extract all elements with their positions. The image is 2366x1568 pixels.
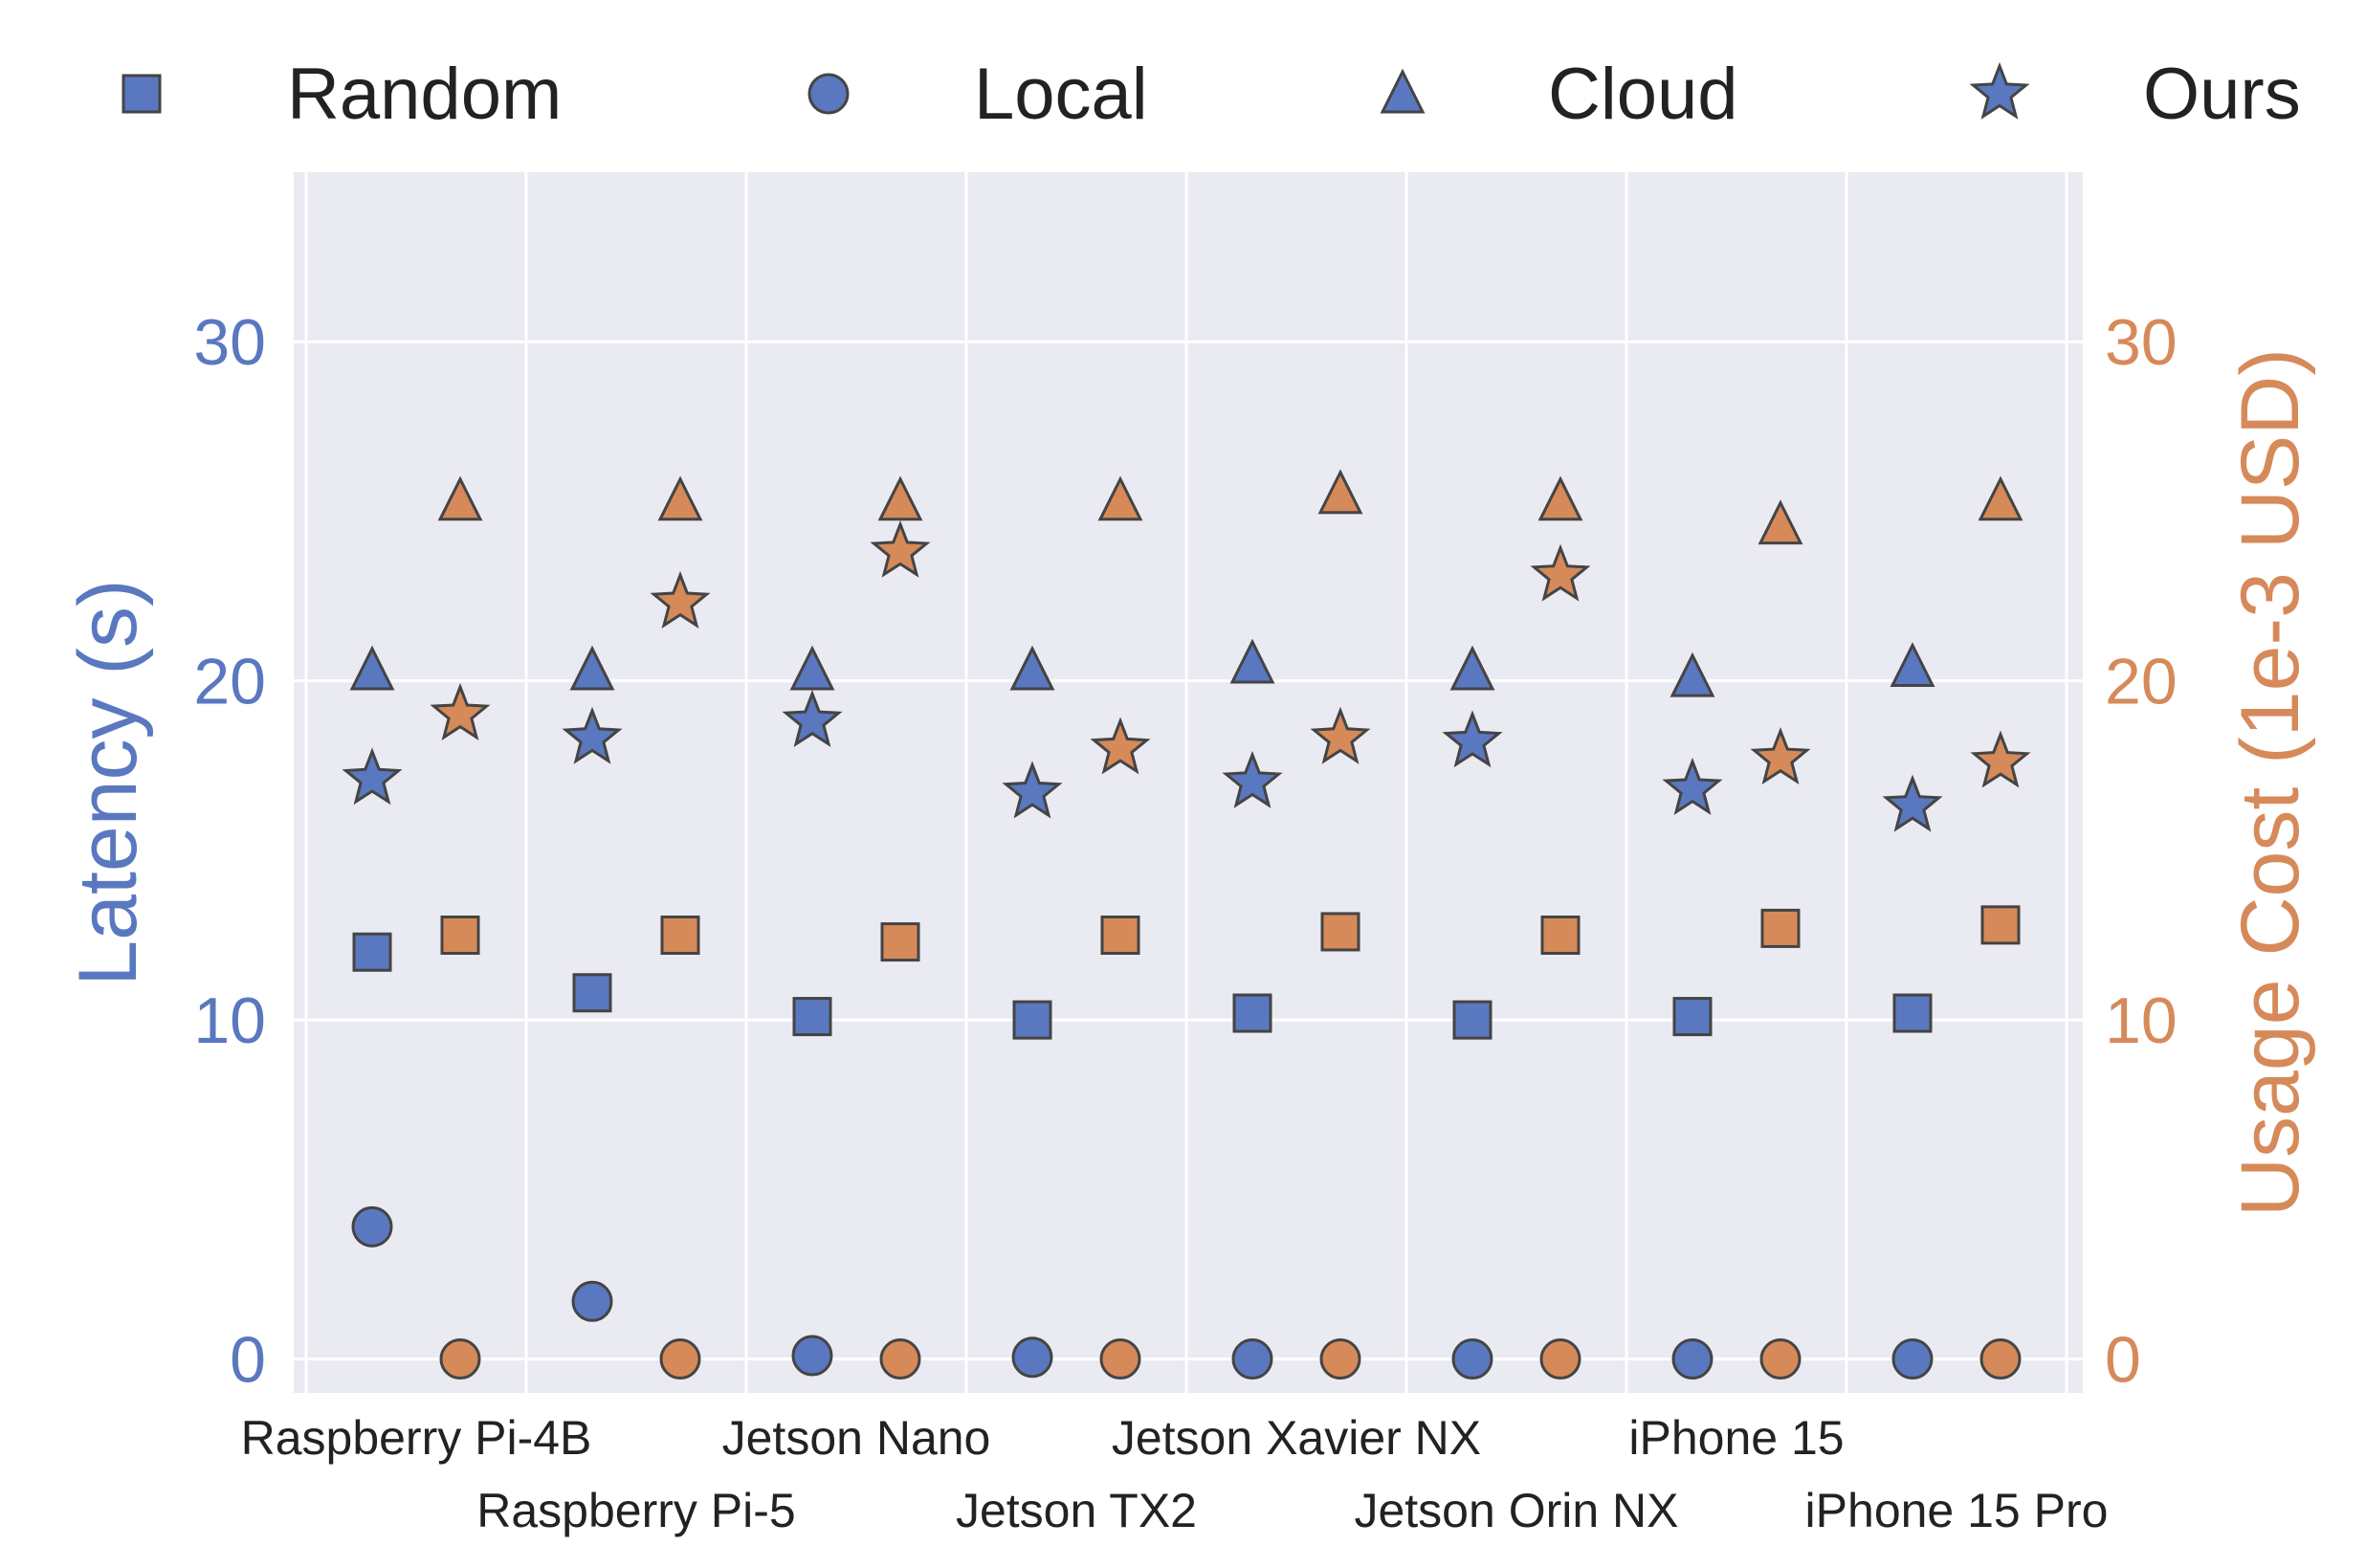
cost-ours-point [430,682,491,740]
cost-cloud-point [877,475,923,521]
cost-cloud-point [437,475,483,521]
cost-random-point [880,922,920,962]
cost-local-point [879,1338,921,1380]
right-axis-ticks: 0 10 20 30 [2105,306,2178,1396]
latency-random-point [352,932,392,972]
legend-marker-random [122,74,162,114]
latency-ours-point [1222,750,1283,808]
cost-cloud-point [1537,475,1583,521]
latency-random-point [1672,997,1713,1037]
cost-cloud-point [1978,475,2023,521]
latency-random-point [792,997,832,1037]
cost-ours-point [870,519,931,578]
latency-cloud-point [1009,645,1055,691]
data-marks [342,469,2031,1380]
cost-local-point [1319,1338,1361,1380]
latency-ours-point [782,690,843,748]
x-tick-label: iPhone 15 [1628,1411,1844,1465]
cost-cloud-point [1317,469,1363,515]
right-tick-label: 20 [2105,646,2178,718]
cost-local-point [1099,1338,1141,1380]
legend-label-local: Local [974,54,1148,135]
left-tick-label: 20 [193,646,266,718]
cost-local-point [1539,1338,1581,1380]
cost-random-point [660,916,700,955]
cost-local-point [439,1338,481,1380]
cost-local-point [1759,1338,1802,1380]
x-tick-label: Raspberry Pi-4B [241,1411,592,1465]
legend-marker-local [807,73,850,115]
cost-cloud-point [1097,475,1143,521]
latency-local-point [1891,1338,1934,1380]
cost-ours-point [1310,706,1371,764]
cost-cloud-point [1758,499,1803,545]
latency-local-point [1231,1338,1273,1380]
plot-background [294,172,2083,1393]
latency-cloud-point [1669,651,1715,697]
legend-label-random: Random [287,54,562,135]
cost-random-point [1980,905,2021,945]
latency-cloud-point [1229,638,1275,684]
cost-ours-point [1750,727,1811,785]
right-tick-label: 30 [2105,306,2178,379]
cost-ours-point [650,570,711,629]
x-tick-label: Jetson Orin NX [1354,1484,1678,1537]
cost-local-point [1979,1338,2022,1380]
left-tick-label: 0 [230,1324,266,1397]
cost-local-point [659,1338,701,1380]
x-tick-label: Jetson TX2 [956,1484,1197,1537]
left-axis-label: Latency (s) [62,579,154,985]
latency-cloud-point [1449,645,1495,691]
latency-ours-point [1662,757,1723,815]
cost-ours-point [1530,543,1591,602]
cost-ours-point [1090,717,1151,775]
latency-cloud-point [569,645,615,691]
latency-ours-point [1442,710,1503,768]
x-axis-ticks: Raspberry Pi-4B Raspberry Pi-5 Jetson Nano… [241,1411,2109,1537]
legend: Random Local Cloud Ours [122,54,2301,135]
left-tick-label: 30 [193,306,266,379]
right-tick-label: 0 [2105,1324,2141,1397]
latency-cloud-point [349,645,395,691]
cost-random-point [1760,908,1801,948]
latency-local-point [791,1335,833,1377]
cost-cloud-point [657,475,703,521]
cost-ours-point [1970,730,2031,788]
legend-label-ours: Ours [2143,54,2301,135]
latency-local-point [1451,1338,1493,1380]
right-tick-label: 10 [2105,984,2178,1057]
right-axis-label: Usage Cost (1e-3 USD) [2224,348,2316,1217]
left-axis-ticks: 0 10 20 30 [193,306,266,1396]
latency-cloud-point [1890,642,1935,687]
latency-local-point [571,1280,613,1322]
latency-cloud-point [789,645,835,691]
x-tick-label: Jetson Nano [722,1411,991,1465]
latency-ours-point [1002,761,1063,819]
latency-local-point [1671,1338,1714,1380]
latency-random-point [1012,1000,1052,1040]
latency-random-point [1232,993,1272,1033]
latency-random-point [572,973,612,1013]
latency-local-point [351,1205,393,1248]
left-tick-label: 10 [193,984,266,1057]
latency-ours-point [1882,774,1943,832]
x-tick-label: iPhone 15 Pro [1805,1484,2109,1537]
latency-ours-point [562,706,623,764]
cost-random-point [1100,916,1140,955]
cost-random-point [1540,916,1581,955]
legend-label-cloud: Cloud [1548,54,1738,135]
latency-ours-point [342,747,403,806]
latency-random-point [1892,993,1933,1033]
latency-random-point [1452,1000,1493,1040]
legend-marker-cloud [1380,68,1426,114]
legend-marker-ours [1969,61,2030,120]
cost-random-point [1320,912,1360,952]
latency-local-point [1011,1336,1053,1379]
cost-random-point [440,916,480,955]
x-tick-label: Raspberry Pi-5 [476,1484,795,1537]
x-tick-label: Jetson Xavier NX [1112,1411,1481,1465]
